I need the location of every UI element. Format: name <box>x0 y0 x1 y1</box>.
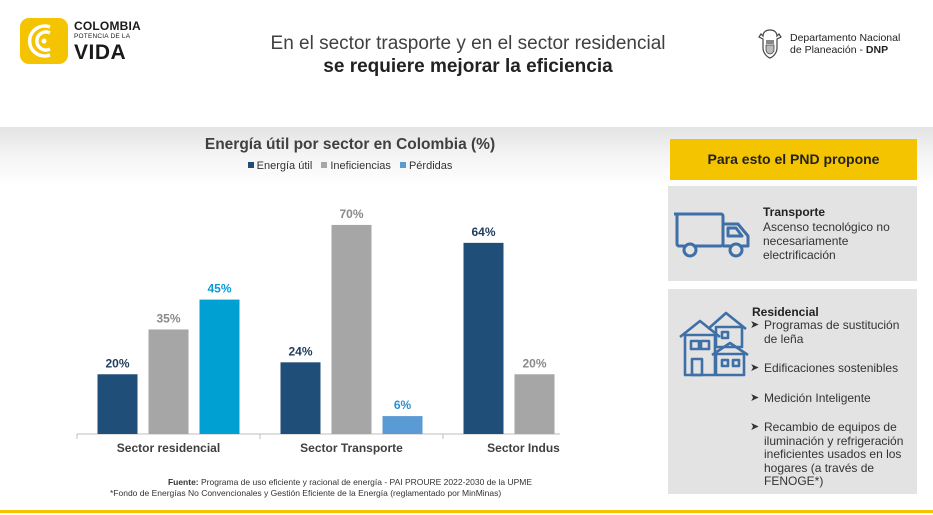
legend-swatch-ineficiencias <box>321 162 328 168</box>
chevron-right-icon: ➤ <box>750 391 760 404</box>
chart-source: Fuente: Programa de uso eficiente y raci… <box>110 477 590 499</box>
bottom-rule <box>0 510 933 513</box>
list-item-label: Recambio de equipos de iluminación y ref… <box>764 420 904 488</box>
title-line1: En el sector trasporte y en el sector re… <box>270 33 666 54</box>
legend-item-energia-util: Energía útil <box>247 160 313 172</box>
transporte-title: Transporte <box>763 205 826 219</box>
logo-line1: COLOMBIA <box>74 19 141 33</box>
chart-legend: Energía útil Ineficiencias Pérdidas <box>160 160 540 172</box>
data-label: 20% <box>105 356 129 370</box>
coat-of-arms-icon <box>758 29 782 59</box>
bar-chart: 20% 35% 45% Sector residencial 24% 70% 6% Secto… <box>76 207 560 455</box>
chevron-right-icon: ➤ <box>750 362 760 374</box>
list-item-label: Edificaciones sostenibles <box>764 361 899 375</box>
legend-item-ineficiencias: Ineficiencias <box>321 160 391 172</box>
bar-energia-util <box>280 362 321 434</box>
page-title: En el sector trasporte y en el sector re… <box>200 32 736 78</box>
chevron-right-icon: ➤ <box>750 421 760 433</box>
data-label: 6% <box>394 398 412 412</box>
data-label: 64% <box>471 225 495 239</box>
dnp-line1: Departamento Nacional <box>790 32 901 44</box>
source-note: *Fondo de Energías No Convencionales y G… <box>110 488 502 498</box>
list-item: ➤ Medición Inteligente <box>750 390 914 406</box>
truck-icon <box>674 212 750 258</box>
bar-energia-util <box>463 242 504 434</box>
list-item-label: Programas de sustitución de leña <box>764 318 900 346</box>
dnp-acronym: DNP <box>865 44 889 56</box>
dnp-logo: Departamento Nacional de Planeación - DN… <box>757 28 917 64</box>
transporte-body: Ascenso tecnológico no necesariamente el… <box>763 220 890 262</box>
logo-line2: POTENCIA DE LA <box>74 33 131 40</box>
chart-title: Energía útil por sector en Colombia (%) <box>204 136 496 153</box>
bar-perdidas <box>199 299 240 434</box>
bar-ineficiencias <box>148 329 189 434</box>
list-item: ➤ Programas de sustitución de leña <box>750 318 914 346</box>
source-label: Fuente: <box>167 477 199 487</box>
x-tick-label: Sector residencial <box>117 441 220 455</box>
list-item: ➤ Recambio de equipos de iluminación y re… <box>750 420 914 489</box>
data-label: 70% <box>339 207 363 221</box>
chevron-right-icon: ➤ <box>750 319 760 331</box>
bar-ineficiencias <box>331 224 372 434</box>
bar-energia-util <box>97 374 138 434</box>
logo-line3: VIDA <box>74 40 127 64</box>
legend-label-ineficiencias: Ineficiencias <box>330 160 391 172</box>
data-label: 45% <box>207 282 231 296</box>
data-label: 20% <box>522 356 546 370</box>
title-line2: se requiere mejorar la eficiencia <box>323 56 613 77</box>
bar-ineficiencias <box>514 374 555 434</box>
data-label: 35% <box>156 311 180 325</box>
houses-icon <box>679 311 749 377</box>
dnp-line2: de Planeación <box>790 44 857 56</box>
panel-header: Para esto el PND propone <box>670 139 917 180</box>
colombia-logo: COLOMBIA POTENCIA DE LA VIDA <box>20 16 150 66</box>
transporte-card: Transporte Ascenso tecnológico no necesa… <box>668 186 917 281</box>
x-tick-label: Sector Industrial <box>487 441 560 455</box>
legend-label-energia-util: Energía útil <box>256 160 313 172</box>
legend-swatch-energia-util <box>247 162 254 168</box>
list-item-label: Medición Inteligente <box>764 390 871 405</box>
legend-swatch-perdidas <box>399 162 406 168</box>
x-tick-label: Sector Transporte <box>300 441 403 455</box>
dnp-separator: - <box>856 44 866 56</box>
list-item: ➤ Edificaciones sostenibles <box>750 361 914 376</box>
data-label: 24% <box>288 344 312 358</box>
source-text: Programa de uso eficiente y racional de … <box>198 477 533 487</box>
logo-mark-icon <box>20 18 68 64</box>
residencial-title: Residencial <box>752 305 819 319</box>
legend-label-perdidas: Pérdidas <box>408 160 453 172</box>
bar-perdidas <box>382 416 423 434</box>
residencial-card: Residencial ➤ Programas de sustitución de… <box>668 289 917 494</box>
legend-item-perdidas: Pérdidas <box>399 160 453 172</box>
residencial-list: ➤ Programas de sustitución de leña ➤ Edifi… <box>750 318 914 489</box>
